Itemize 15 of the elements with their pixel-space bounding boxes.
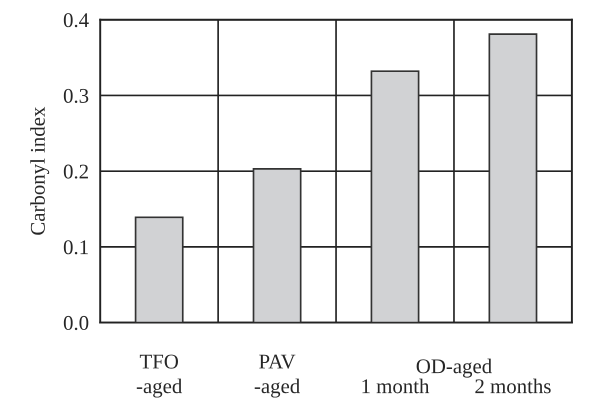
- x-tick-label: 2 months: [475, 378, 551, 394]
- x-tick-label: PAV -aged: [254, 354, 300, 398]
- bar: [134, 216, 184, 323]
- y-tick-label: 0.1: [64, 240, 88, 254]
- y-tick-label: 0.2: [64, 164, 88, 179]
- text: OD-aged: [416, 358, 492, 378]
- bar: [370, 70, 420, 323]
- x-tick-label: TFO -aged: [136, 354, 182, 398]
- y-axis-title: Carbonyl index: [30, 106, 50, 235]
- x-tick-label: 1 month: [362, 378, 430, 394]
- y-tick-label: 0.4: [64, 13, 89, 28]
- y-tick-label: 0.3: [64, 88, 88, 103]
- bar: [252, 168, 302, 323]
- y-tick-label: 0.0: [64, 316, 88, 330]
- bar: [488, 33, 538, 323]
